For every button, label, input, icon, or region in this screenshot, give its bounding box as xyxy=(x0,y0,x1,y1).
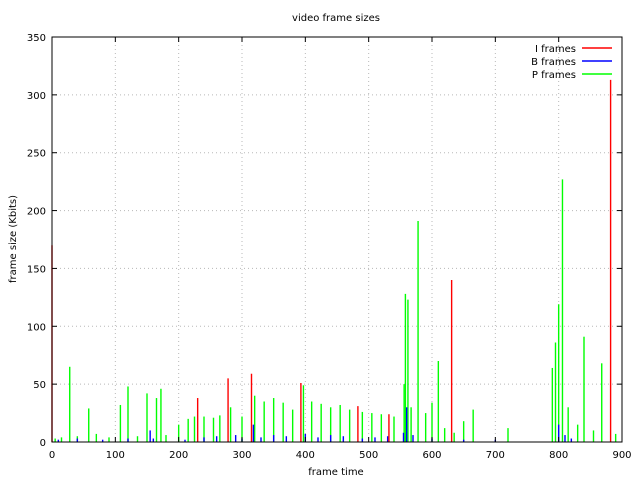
x-tick-label: 300 xyxy=(232,450,251,461)
legend-label-p-frames: P frames xyxy=(532,70,576,81)
x-axis-ticks: 0 100 200 300 400 500 600 700 800 900 xyxy=(49,37,632,461)
legend: I frames B frames P frames xyxy=(531,44,612,81)
bars xyxy=(51,79,617,442)
y-tick-label: 150 xyxy=(27,264,46,275)
legend-label-b-frames: B frames xyxy=(531,57,576,68)
x-tick-label: 600 xyxy=(422,450,441,461)
plot-frame xyxy=(51,36,623,443)
chart-title: video frame sizes xyxy=(292,13,380,24)
x-tick-label: 400 xyxy=(296,450,315,461)
y-tick-label: 100 xyxy=(27,322,46,333)
x-tick-label: 700 xyxy=(486,450,505,461)
y-tick-label: 250 xyxy=(27,149,46,160)
x-tick-label: 100 xyxy=(106,450,125,461)
y-tick-label: 0 xyxy=(40,438,46,449)
x-tick-label: 0 xyxy=(49,450,55,461)
y-axis-ticks: 0 50 100 150 200 250 300 350 xyxy=(27,33,622,449)
y-tick-label: 300 xyxy=(27,91,46,102)
legend-label-i-frames: I frames xyxy=(535,44,576,55)
y-tick-label: 350 xyxy=(27,33,46,44)
x-tick-label: 900 xyxy=(612,450,631,461)
x-axis-title: frame time xyxy=(308,467,363,478)
y-axis-title: frame size (Kbits) xyxy=(8,195,19,283)
x-tick-label: 800 xyxy=(549,450,568,461)
x-tick-label: 500 xyxy=(359,450,378,461)
y-tick-label: 50 xyxy=(33,380,46,391)
y-tick-label: 200 xyxy=(27,207,46,218)
x-tick-label: 200 xyxy=(169,450,188,461)
grid-lines xyxy=(52,37,622,442)
